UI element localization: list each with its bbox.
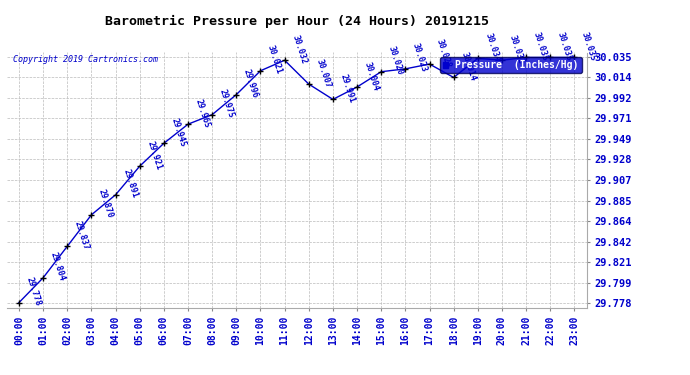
Legend: Pressure  (Inches/Hg): Pressure (Inches/Hg) (440, 57, 582, 73)
Text: 29.870: 29.870 (97, 188, 115, 220)
Text: 29.891: 29.891 (121, 168, 139, 200)
Text: 30.023: 30.023 (411, 42, 428, 74)
Text: 29.804: 29.804 (49, 251, 66, 283)
Text: 30.014: 30.014 (460, 51, 477, 82)
Text: 29.965: 29.965 (194, 98, 211, 129)
Text: Barometric Pressure per Hour (24 Hours) 20191215: Barometric Pressure per Hour (24 Hours) … (105, 15, 489, 28)
Text: 30.032: 30.032 (290, 34, 308, 65)
Text: 29.996: 29.996 (242, 68, 259, 99)
Text: 30.007: 30.007 (315, 58, 332, 89)
Text: 30.032: 30.032 (508, 34, 525, 65)
Text: 29.778: 29.778 (25, 276, 42, 308)
Text: 30.028: 30.028 (435, 38, 453, 69)
Text: 30.020: 30.020 (387, 45, 404, 76)
Text: 29.837: 29.837 (73, 220, 90, 251)
Text: 29.921: 29.921 (146, 140, 163, 171)
Text: 29.975: 29.975 (218, 88, 235, 119)
Text: 30.035: 30.035 (532, 31, 549, 62)
Text: 30.004: 30.004 (363, 60, 380, 92)
Text: 30.035: 30.035 (556, 31, 573, 62)
Text: 30.035: 30.035 (580, 31, 598, 62)
Text: 30.034: 30.034 (484, 32, 501, 63)
Text: 29.945: 29.945 (170, 117, 187, 148)
Text: 29.991: 29.991 (339, 73, 356, 104)
Text: 30.021: 30.021 (266, 44, 284, 75)
Text: Copyright 2019 Cartronics.com: Copyright 2019 Cartronics.com (12, 55, 158, 64)
